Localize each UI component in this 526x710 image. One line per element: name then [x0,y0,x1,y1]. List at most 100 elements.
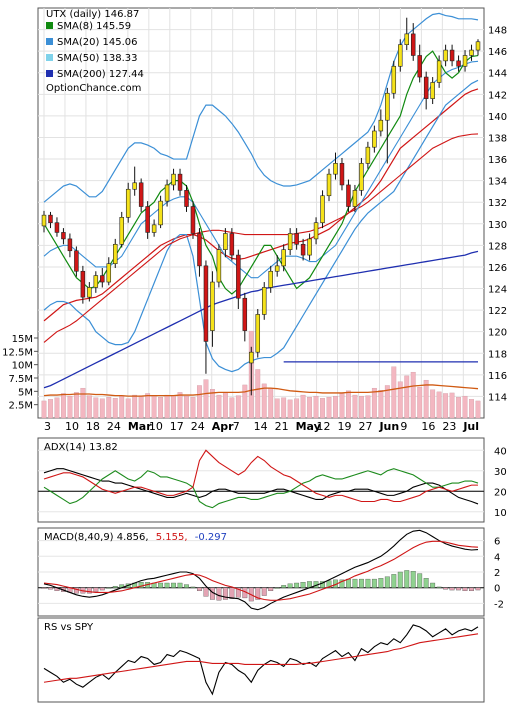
volume-bar [352,394,358,419]
macd-histogram-bar [177,582,183,588]
candle-body [417,55,422,78]
price-tick-label: 128 [488,241,507,252]
macd-histogram-bar [164,582,170,588]
macd-histogram-bar [235,587,241,598]
macd-histogram-bar [184,584,189,588]
volume-bar [417,386,423,419]
candle-body [223,233,228,250]
legend-sma20: SMA(20) 145.06 [57,37,138,48]
date-label: 3 [44,420,51,433]
macd-histogram-bar [138,582,144,588]
sub-tick-label: 4 [494,552,500,563]
price-tick-label: 114 [488,392,507,403]
date-label: 27 [358,420,372,433]
candle-body [378,119,384,132]
candle-body [443,49,448,62]
volume-bar [184,395,189,419]
macd-histogram-bar [371,578,377,588]
rs-label: RS vs SPY [44,622,94,633]
sma200-line [43,250,479,389]
volume-bar [449,392,455,419]
sma50-line [43,133,479,343]
candle-body [398,44,403,67]
volume-bar [242,384,248,419]
candle-body [177,173,183,191]
macd-label: MACD(8,40,9) 4.856, 5.155, -0.297 [44,532,227,543]
macd-histogram-bar [171,582,176,588]
volume-bar [333,395,338,419]
volume-bar [365,395,371,419]
price-tick-label: 140 [488,112,507,123]
candle-body [281,249,286,267]
volume-bar [222,392,228,419]
candle-body [385,92,390,121]
candle-body [391,65,397,94]
legend-swatch-sma20 [46,38,53,45]
macd-histogram-bar [86,587,92,594]
sub-tick-label: 2 [494,568,500,579]
volume-axis: 15M 12.5M 10M 7.5M 5M 2.5M [2,334,38,412]
macd-histogram-bar [41,587,47,589]
candle-body [203,265,209,342]
volume-tick-label: 10M [12,361,33,372]
macd-histogram-bar [229,587,235,599]
volume-tick-label: 2.5M [8,401,33,412]
candle-body [268,270,273,288]
candle-body [436,60,442,83]
indicator-line [43,529,479,611]
macd-histogram-bar [48,587,53,590]
volume-bar [177,392,183,419]
macd-histogram-bar [158,582,164,588]
macd-histogram-bar [287,583,293,588]
adx-lines [43,449,479,509]
volume-bar [164,394,170,419]
sub-tick-label: 10 [494,508,507,519]
date-label: Jun [378,420,399,433]
volume-bar [229,397,235,419]
volume-bar [80,387,86,419]
volume-bar [294,398,300,419]
candle-body [197,233,202,267]
candle-body [333,163,338,175]
macd-histogram-bar [358,578,364,588]
macd-histogram-bar [294,582,300,588]
volume-bar [358,395,364,419]
macd-histogram-bar [423,578,429,588]
price-tick-label: 122 [488,306,507,317]
candle-body [365,146,371,164]
candle-body [462,55,468,67]
candle-body [106,263,112,283]
date-label: 14 [254,420,268,433]
legend-swatch-sma8 [46,22,53,29]
volume-bar [171,395,176,419]
date-label: Mar [128,420,152,433]
volume-bar [462,395,468,419]
volume-bar [339,393,345,419]
volume-bar [106,397,112,419]
volume-tick-label: 12.5M [2,347,33,358]
volume-bar [346,390,351,419]
volume-bar [281,397,287,419]
indicator-line [43,468,479,505]
candle-body [190,206,196,234]
legend-sma8: SMA(8) 145.59 [57,21,131,32]
sub-tick-label: 20 [494,487,507,498]
price-tick-label: 116 [488,371,507,382]
candle-body [430,82,435,99]
volume-bar [268,387,274,419]
adx-label: ADX(14) 13.82 [44,442,118,453]
volume-bar [287,399,293,419]
indicator-line [43,633,479,683]
adx-grid [38,449,484,513]
candle-body [54,222,60,233]
date-label: 10 [149,420,163,433]
volume-bar [397,381,403,419]
volume-bar [456,397,461,419]
candle-body [113,243,118,265]
candle-body [300,243,306,256]
candle-body [229,233,235,256]
upper-red-average-line [43,88,479,322]
volume-bar [391,366,397,419]
